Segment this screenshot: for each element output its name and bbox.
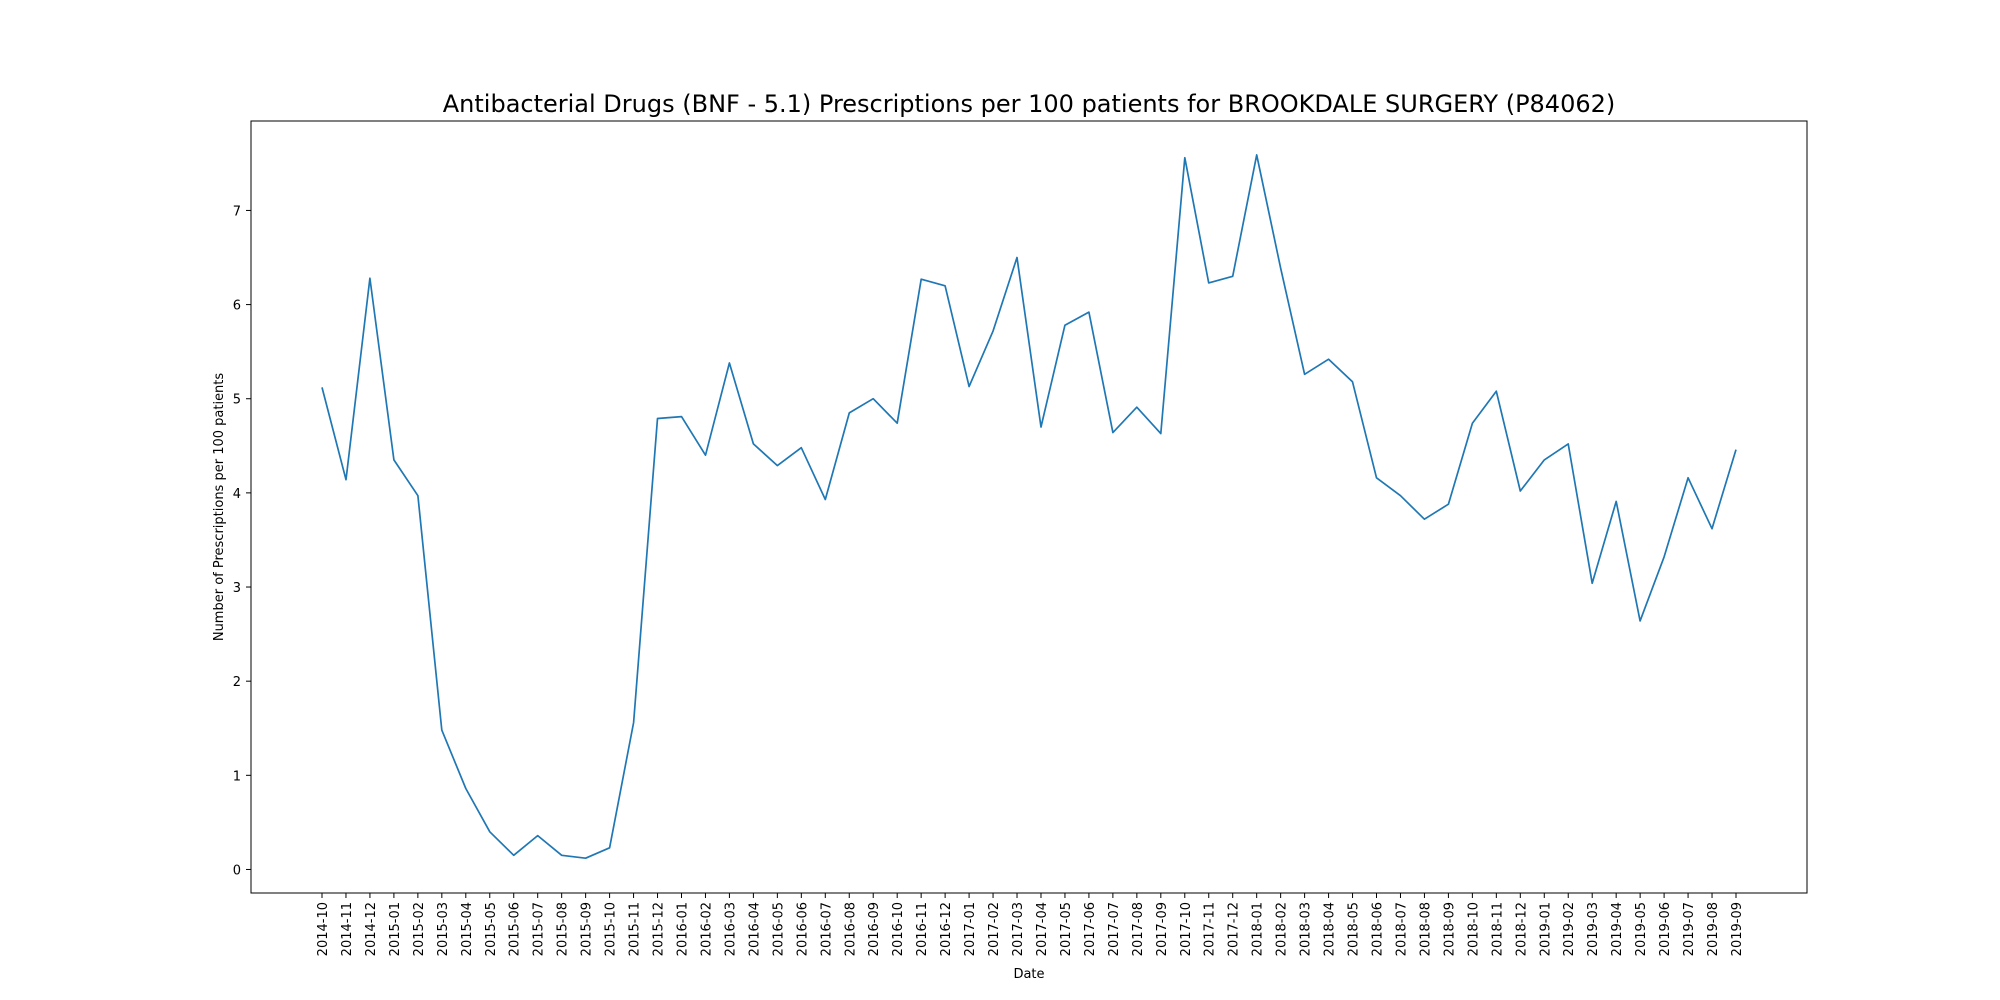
x-tick-label: 2017-05	[1059, 902, 1074, 956]
x-tick-label: 2018-04	[1323, 902, 1338, 956]
y-tick-label: 0	[233, 863, 241, 878]
x-tick-label: 2018-03	[1299, 902, 1314, 956]
x-tick-label: 2016-07	[819, 902, 834, 956]
x-tick-label: 2016-06	[795, 902, 810, 956]
x-tick-label: 2015-08	[556, 902, 571, 956]
x-tick-label: 2015-03	[436, 902, 451, 956]
x-tick-label: 2019-03	[1586, 902, 1601, 956]
x-tick-label: 2017-01	[963, 902, 978, 956]
x-tick-label: 2016-02	[699, 902, 714, 956]
x-tick-label: 2018-02	[1275, 902, 1290, 956]
x-tick-label: 2015-07	[532, 902, 547, 956]
x-tick-label: 2017-06	[1083, 902, 1098, 956]
x-tick-label: 2015-12	[652, 902, 667, 956]
x-tick-label: 2019-02	[1562, 902, 1577, 956]
x-tick-label: 2019-08	[1706, 902, 1721, 956]
x-tick-label: 2016-03	[723, 902, 738, 956]
x-tick-label: 2019-04	[1610, 902, 1625, 956]
x-tick-label: 2014-11	[340, 902, 355, 956]
x-tick-label: 2019-06	[1658, 902, 1673, 956]
x-tick-label: 2016-10	[891, 902, 906, 956]
x-tick-label: 2018-01	[1251, 902, 1266, 956]
x-tick-label: 2016-04	[747, 902, 762, 956]
y-tick-label: 1	[233, 769, 241, 784]
x-tick-label: 2017-11	[1203, 902, 1218, 956]
x-tick-label: 2017-07	[1107, 902, 1122, 956]
x-tick-label: 2018-05	[1347, 902, 1362, 956]
x-tick-label: 2015-04	[460, 902, 475, 956]
x-tick-label: 2017-10	[1179, 902, 1194, 956]
x-tick-label: 2015-06	[508, 902, 523, 956]
y-tick-label: 4	[233, 487, 241, 502]
x-tick-label: 2016-08	[843, 902, 858, 956]
x-tick-label: 2015-02	[412, 902, 427, 956]
x-tick-label: 2019-01	[1538, 902, 1553, 956]
x-tick-label: 2015-01	[388, 902, 403, 956]
x-tick-label: 2017-09	[1155, 902, 1170, 956]
y-axis-label: Number of Prescriptions per 100 patients	[212, 373, 227, 642]
x-tick-label: 2018-06	[1371, 902, 1386, 956]
x-tick-label: 2019-07	[1682, 902, 1697, 956]
chart-title: Antibacterial Drugs (BNF - 5.1) Prescrip…	[443, 90, 1616, 118]
x-tick-label: 2015-09	[580, 902, 595, 956]
x-tick-label: 2018-09	[1442, 902, 1457, 956]
x-tick-label: 2016-05	[771, 902, 786, 956]
y-tick-label: 2	[233, 675, 241, 690]
x-axis-label: Date	[1013, 967, 1044, 982]
x-tick-label: 2016-09	[867, 902, 882, 956]
y-axis: 0 1 2 3 4 5 6 7	[233, 204, 251, 878]
x-tick-label: 2018-08	[1418, 902, 1433, 956]
x-tick-label: 2018-12	[1514, 902, 1529, 956]
y-tick-label: 6	[233, 299, 241, 314]
x-tick-label: 2015-05	[484, 902, 499, 956]
x-tick-label: 2019-09	[1730, 902, 1745, 956]
x-tick-label: 2015-11	[628, 902, 643, 956]
plot-frame	[250, 120, 1808, 894]
x-tick-label: 2017-12	[1227, 902, 1242, 956]
x-tick-label: 2017-03	[1011, 902, 1026, 956]
y-tick-label: 5	[233, 393, 241, 408]
x-tick-label: 2017-04	[1035, 902, 1050, 956]
x-tick-label: 2014-12	[364, 902, 379, 956]
x-tick-label: 2014-10	[316, 902, 331, 956]
x-tick-label: 2017-08	[1131, 902, 1146, 956]
series-line-0	[321, 154, 1737, 860]
x-tick-label: 2017-02	[987, 902, 1002, 956]
x-tick-label: 2016-01	[675, 902, 690, 956]
x-tick-label: 2019-05	[1634, 902, 1649, 956]
x-tick-label: 2016-11	[915, 902, 930, 956]
x-tick-label: 2018-07	[1394, 902, 1409, 956]
x-tick-label: 2016-12	[939, 902, 954, 956]
y-tick-label: 3	[233, 581, 241, 596]
x-tick-label: 2018-10	[1466, 902, 1481, 956]
x-tick-label: 2015-10	[604, 902, 619, 956]
x-tick-label: 2018-11	[1490, 902, 1505, 956]
series-layer	[321, 154, 1737, 860]
x-axis: 2014-10 2014-11 2014-12 2015-01 2015-02 2015-…	[316, 893, 1745, 956]
y-tick-label: 7	[233, 204, 241, 219]
